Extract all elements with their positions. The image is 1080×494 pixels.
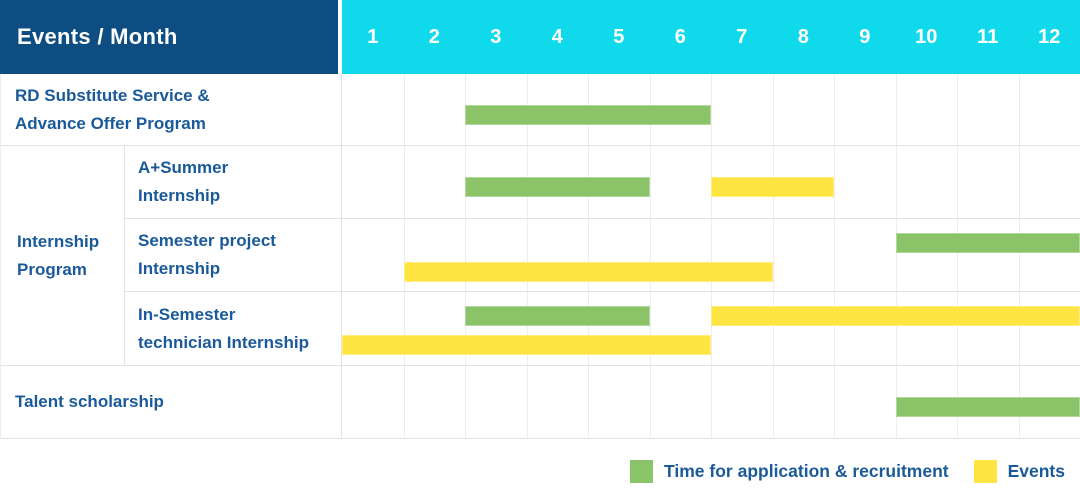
- row-label-line: Talent scholarship: [15, 392, 164, 411]
- gantt-bar-application: [895, 397, 1080, 417]
- events-month-header-cell: Events / Month: [0, 0, 338, 74]
- month-gridline: [1018, 146, 1020, 218]
- group-label-internship-program: Internship Program: [1, 146, 124, 366]
- month-gridline: [526, 292, 528, 365]
- month-gridline: [711, 74, 712, 145]
- gantt-track-semester-project: [341, 219, 1080, 292]
- month-gridline: [403, 146, 405, 218]
- row-label-a-plus-summer: A+Summer Internship: [124, 146, 341, 219]
- month-gridline: [649, 366, 651, 438]
- month-gridline: [1018, 219, 1020, 291]
- month-gridline: [772, 366, 774, 438]
- header-divider-gap: [338, 0, 342, 74]
- month-gridline: [895, 219, 897, 291]
- gantt-bar-event: [342, 335, 711, 355]
- month-gridline: [772, 292, 774, 365]
- month-gridline: [403, 74, 405, 145]
- month-gridline: [465, 292, 466, 365]
- month-gridline: [834, 366, 835, 438]
- row-label-talent-scholarship: Talent scholarship: [1, 366, 341, 439]
- month-gridline: [649, 219, 651, 291]
- month-gridline: [1018, 292, 1020, 365]
- month-gridline: [588, 219, 589, 291]
- month-gridline: [588, 292, 589, 365]
- month-gridline: [711, 292, 712, 365]
- gantt-bar-application: [465, 177, 650, 197]
- events-month-header-label: Events / Month: [17, 24, 178, 49]
- month-header-4: 4: [551, 25, 563, 48]
- month-header-9: 9: [859, 25, 871, 48]
- row-label-line: technician Internship: [138, 332, 309, 352]
- gantt-bar-application: [895, 233, 1080, 253]
- month-header-12: 12: [1038, 25, 1061, 48]
- row-label-line: Advance Offer Program: [15, 113, 206, 133]
- months-header: 1 2 3 4 5 6 7 8 9 10 11 12: [342, 0, 1080, 74]
- month-header-11: 11: [977, 25, 999, 48]
- month-gridline: [834, 219, 835, 291]
- month-gridline: [834, 292, 835, 365]
- gantt-track-talent-scholarship: [341, 366, 1080, 439]
- month-gridline: [649, 292, 651, 365]
- month-gridline: [957, 292, 958, 365]
- month-gridline: [957, 219, 958, 291]
- month-gridline: [772, 74, 774, 145]
- month-header-8: 8: [797, 25, 809, 48]
- month-gridline: [895, 292, 897, 365]
- gantt-bar-event: [711, 177, 834, 197]
- legend-label-events: Events: [1007, 461, 1065, 481]
- gantt-bar-event: [711, 306, 1080, 326]
- row-label-line: Internship: [138, 186, 221, 205]
- month-header-10: 10: [915, 25, 938, 48]
- month-header-6: 6: [674, 25, 686, 48]
- gantt-bar-application: [465, 306, 650, 326]
- month-header-3: 3: [490, 25, 502, 48]
- legend-swatch-event-yellow: [973, 460, 997, 483]
- month-gridline: [526, 366, 528, 438]
- gantt-track-a-plus-summer: [341, 146, 1080, 219]
- gantt-track-in-semester-technician: [341, 292, 1080, 366]
- month-gridline: [895, 146, 897, 218]
- legend: Time for application & recruitment Event…: [630, 460, 1065, 483]
- gantt-bar-application: [465, 105, 711, 125]
- gantt-bar-event: [403, 262, 773, 282]
- month-gridline: [465, 366, 466, 438]
- month-gridline: [403, 366, 405, 438]
- month-header-7: 7: [736, 25, 748, 48]
- month-gridline: [711, 219, 712, 291]
- legend-swatch-application-green: [630, 460, 654, 483]
- month-gridline: [772, 219, 774, 291]
- legend-label-application: Time for application & recruitment: [664, 461, 949, 481]
- month-gridline: [588, 366, 589, 438]
- month-gridline: [403, 219, 405, 291]
- row-label-line: Semester project: [138, 231, 276, 250]
- month-gridline: [957, 74, 958, 145]
- row-label-in-semester-technician: In-Semester technician Internship: [124, 292, 341, 366]
- month-gridline: [957, 146, 958, 218]
- gantt-track-rd-substitute: [341, 74, 1080, 146]
- row-label-rd-substitute: RD Substitute Service & Advance Offer Pr…: [1, 74, 341, 146]
- month-gridline: [465, 219, 466, 291]
- month-gridline: [834, 74, 835, 145]
- group-label-line: Internship: [17, 231, 100, 251]
- table-header-row: Events / Month 1 2 3 4 5 6 7 8 9 10 11 12: [0, 0, 1080, 74]
- row-label-line: Internship: [138, 259, 221, 278]
- month-gridline: [526, 219, 528, 291]
- row-label-semester-project: Semester project Internship: [124, 219, 341, 292]
- month-header-5: 5: [613, 25, 625, 48]
- row-label-line: In-Semester: [138, 304, 236, 324]
- month-header-2: 2: [428, 25, 440, 48]
- month-gridline: [711, 366, 712, 438]
- month-header-1: 1: [367, 25, 379, 48]
- table-body: RD Substitute Service & Advance Offer Pr…: [0, 74, 1080, 439]
- month-gridline: [1018, 74, 1020, 145]
- month-gridline: [649, 146, 651, 218]
- month-gridline: [895, 74, 897, 145]
- row-label-line: A+Summer: [138, 158, 229, 177]
- group-label-line: Program: [17, 259, 87, 279]
- month-gridline: [403, 292, 405, 365]
- row-label-line: RD Substitute Service &: [15, 85, 210, 105]
- month-gridline: [834, 146, 835, 218]
